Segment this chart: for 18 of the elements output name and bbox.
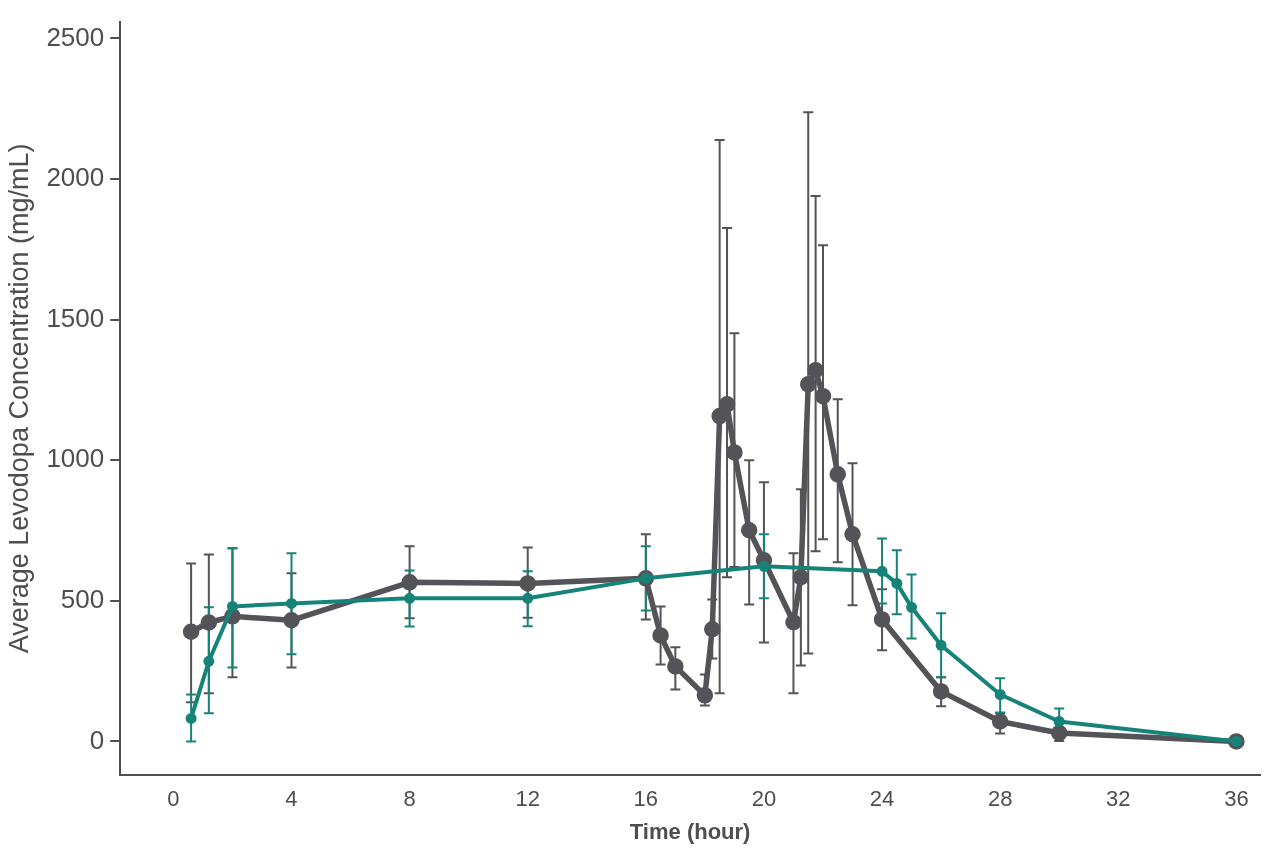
x-tick-label: 32: [1106, 786, 1131, 812]
y-tick-label: 2500: [46, 21, 105, 52]
x-tick-label: 36: [1224, 786, 1249, 812]
y-tick-label: 500: [60, 584, 105, 615]
x-tick-label: 16: [633, 786, 659, 812]
x-tick-label: 8: [403, 786, 416, 812]
y-axis-title: Average Levodopa Concentration (mg/mL): [3, 143, 34, 654]
x-tick-label: 28: [987, 786, 1013, 812]
y-tick-label: 0: [89, 724, 105, 755]
x-tick-label: 24: [869, 786, 895, 812]
y-tick-label: 1000: [46, 443, 105, 474]
x-tick-label: 12: [515, 786, 540, 812]
x-tick-label: 0: [167, 786, 180, 812]
y-tick-label: 1500: [46, 302, 105, 333]
y-tick-label: 2000: [46, 162, 105, 193]
x-tick-label: 20: [751, 786, 777, 812]
x-axis-title: Time (hour): [629, 818, 751, 844]
x-tick-label: 4: [285, 786, 298, 812]
